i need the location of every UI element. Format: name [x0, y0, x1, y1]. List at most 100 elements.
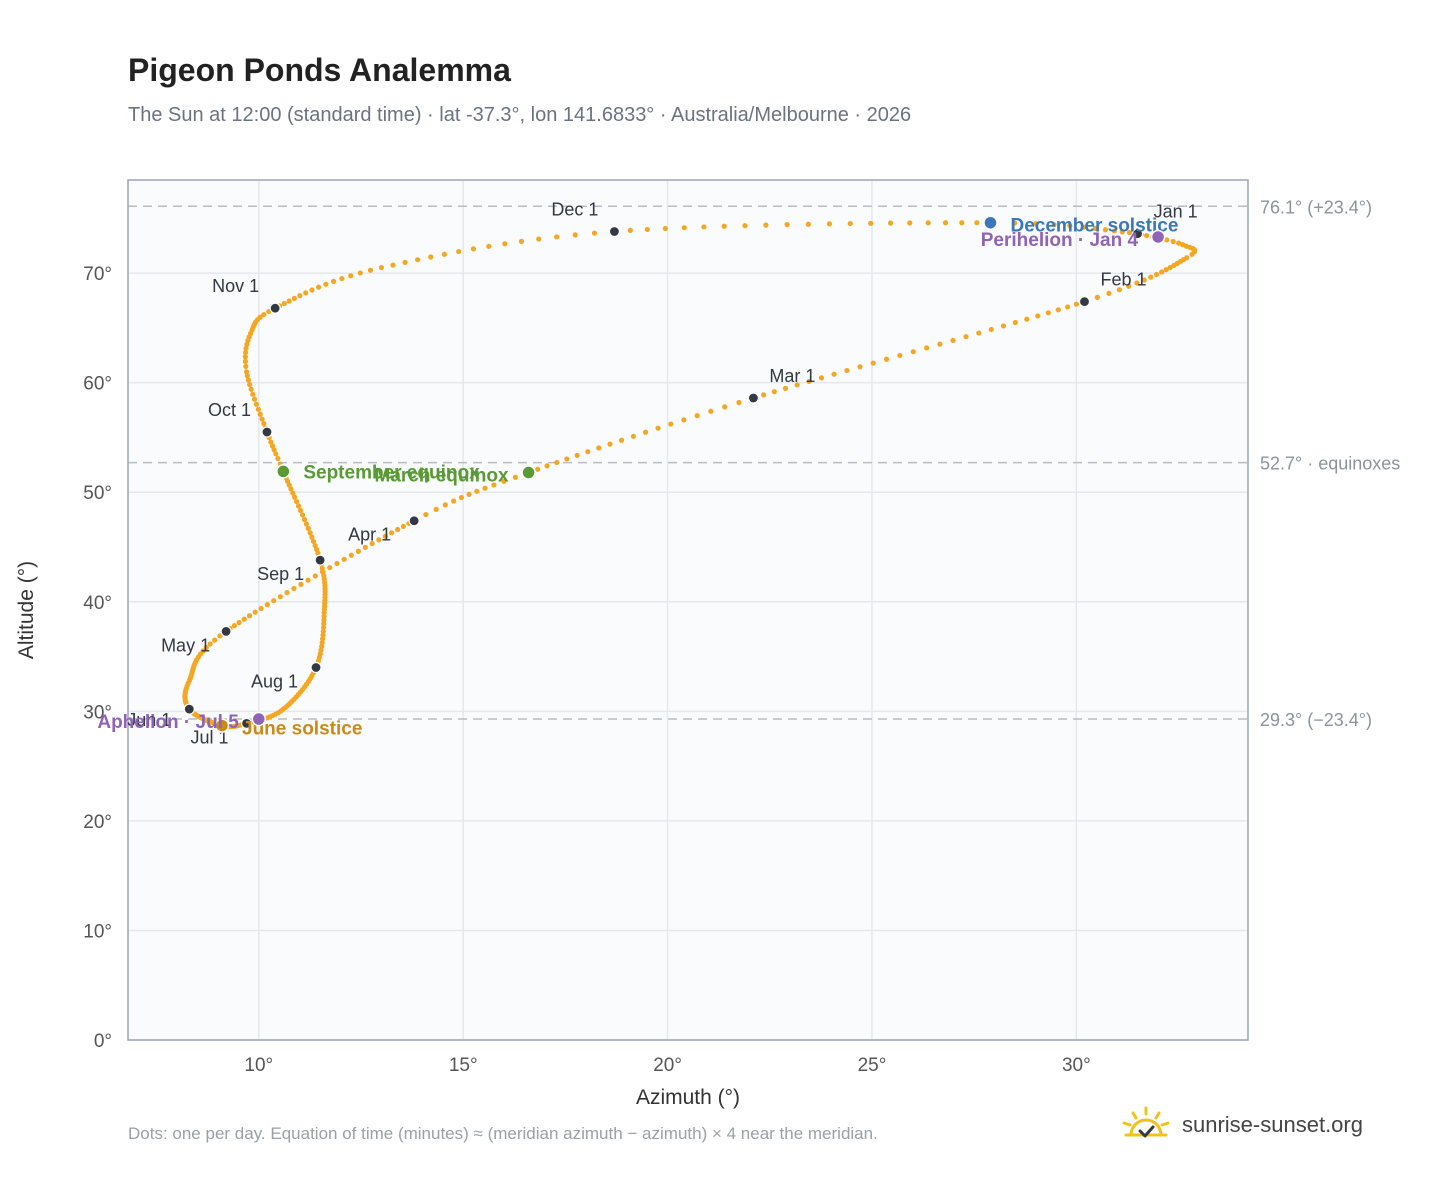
daily-position-dot	[1045, 310, 1051, 316]
daily-position-dot	[708, 408, 714, 414]
daily-position-dot	[257, 411, 263, 417]
daily-position-dot	[1067, 223, 1073, 229]
daily-position-dot	[937, 341, 943, 347]
daily-position-dot	[231, 623, 237, 629]
daily-position-dot	[642, 429, 649, 435]
daily-position-dot	[470, 246, 477, 252]
daily-position-dot	[668, 421, 674, 427]
y-tick-label: 20°	[83, 812, 112, 833]
daily-position-dot	[259, 416, 265, 422]
daily-position-dot	[857, 364, 863, 370]
daily-position-dot	[721, 223, 727, 229]
daily-position-dot	[1163, 267, 1169, 273]
daily-position-dot	[501, 478, 507, 484]
daily-position-dot	[312, 573, 318, 579]
daily-position-dot	[242, 358, 249, 365]
daily-position-dot	[868, 220, 874, 226]
event-marker-dot	[1150, 229, 1166, 245]
event-label: Perihelion · Jan 4	[981, 230, 1139, 251]
month-marker-label: Jul 1	[191, 727, 229, 747]
daily-position-dot	[1080, 224, 1087, 230]
daily-position-dot	[883, 356, 890, 362]
daily-position-dot	[974, 220, 980, 226]
daily-position-dot	[246, 613, 253, 619]
daily-position-dot	[826, 221, 833, 227]
daily-position-dot	[535, 466, 541, 472]
page-subtitle: The Sun at 12:00 (standard time) · lat -…	[128, 104, 912, 126]
y-tick-label: 50°	[83, 483, 112, 504]
page-title: Pigeon Ponds Analemma	[128, 52, 511, 88]
daily-position-dot	[976, 330, 982, 336]
brand[interactable]: sunrise-sunset.org	[1120, 1100, 1363, 1150]
y-tick-label: 0°	[94, 1031, 112, 1052]
daily-position-dot	[870, 360, 876, 366]
daily-position-dot	[1092, 225, 1098, 232]
daily-position-dot	[295, 503, 302, 509]
daily-position-dot	[305, 525, 311, 532]
daily-position-dot	[959, 220, 965, 226]
daily-position-dot	[794, 382, 800, 388]
daily-position-dot	[320, 628, 326, 634]
x-tick-label: 30°	[1062, 1055, 1091, 1076]
daily-position-dot	[618, 437, 625, 443]
event-label: March equinox	[375, 466, 510, 487]
daily-position-dot	[1000, 323, 1007, 329]
daily-position-dot	[1012, 220, 1018, 226]
daily-position-dot	[655, 425, 661, 431]
daily-position-dot	[319, 640, 325, 646]
daily-position-dot	[1106, 290, 1112, 297]
month-marker-dot	[408, 515, 420, 527]
daily-position-dot	[242, 349, 249, 356]
daily-position-dot	[395, 526, 401, 533]
daily-position-dot	[897, 352, 903, 359]
month-marker-dot	[269, 302, 281, 314]
event-marker-dot	[276, 464, 291, 479]
daily-position-dot	[257, 314, 263, 320]
daily-position-dot	[1094, 294, 1100, 300]
daily-position-dot	[428, 254, 434, 260]
daily-position-dot	[301, 516, 308, 523]
daily-position-dot	[1176, 240, 1182, 246]
brand-name[interactable]: sunrise-sunset.org	[1182, 1112, 1363, 1137]
daily-position-dot	[1159, 269, 1165, 275]
daily-position-dot	[334, 560, 340, 567]
daily-position-dot	[681, 225, 687, 231]
month-marker-dot	[747, 392, 760, 404]
daily-position-dot	[321, 621, 327, 627]
plot-area	[128, 180, 1248, 1040]
daily-position-dot	[236, 619, 242, 626]
daily-position-dot	[261, 311, 267, 318]
daily-position-dot	[348, 552, 354, 558]
daily-position-dot	[268, 439, 274, 445]
sun-logo-icon	[1122, 1106, 1170, 1138]
month-marker-dot	[183, 703, 195, 715]
daily-position-dot	[950, 337, 956, 343]
daily-position-dot	[1065, 304, 1071, 310]
daily-position-dot	[250, 391, 256, 397]
daily-position-dot	[423, 511, 429, 518]
daily-position-dot	[367, 267, 374, 273]
month-marker-label: Jan 1	[1154, 202, 1198, 222]
event-label: June solstice	[242, 719, 362, 740]
daily-position-dot	[1134, 280, 1140, 286]
daily-position-dot	[844, 367, 850, 374]
daily-position-dot	[441, 251, 448, 257]
daily-position-dot	[297, 293, 303, 299]
daily-position-dot	[451, 498, 457, 504]
y-tick-label: 30°	[83, 702, 112, 723]
daily-position-dot	[502, 241, 508, 247]
daily-position-dot	[536, 236, 542, 242]
month-marker-dot	[310, 661, 322, 674]
x-axis-label: Azimuth (°)	[636, 1086, 740, 1109]
reference-line-label: 29.3° (−23.4°)	[1260, 710, 1372, 730]
month-marker-dot	[608, 225, 621, 238]
month-marker-label: May 1	[161, 635, 210, 655]
daily-position-dot	[291, 585, 297, 592]
y-tick-label: 60°	[83, 374, 112, 395]
daily-position-dot	[310, 538, 317, 545]
daily-position-dot	[253, 401, 260, 407]
daily-position-dot	[1111, 228, 1117, 234]
daily-position-dot	[1189, 251, 1195, 257]
daily-position-dot	[805, 221, 811, 227]
month-marker-label: Dec 1	[551, 199, 598, 219]
